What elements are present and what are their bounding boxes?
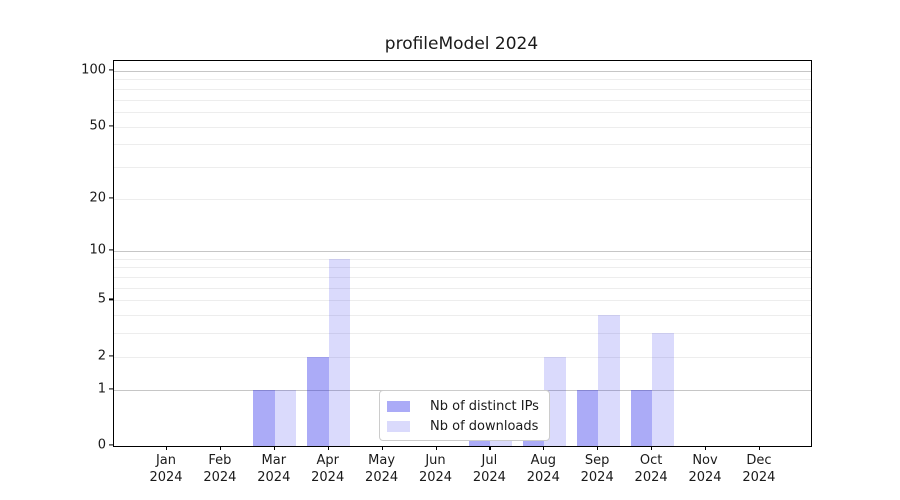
y-tick-label-100: 100 [81, 62, 106, 78]
y-tick-mark [109, 69, 113, 71]
gridline-minor [114, 166, 811, 168]
y-tick-label-50: 50 [89, 118, 106, 133]
y-tick-mark [109, 197, 113, 199]
y-tick-label-2: 2 [97, 348, 106, 364]
x-tick-label-feb: Feb 2024 [203, 453, 237, 485]
y-tick-mark [109, 355, 113, 357]
x-tick-label-may: May 2024 [365, 453, 399, 485]
legend-label-distinct-ips: Nb of distinct IPs [430, 398, 539, 414]
x-tick-label-apr: Apr 2024 [311, 453, 345, 485]
x-tick-label-oct: Oct 2024 [634, 453, 668, 485]
chart-title: profileModel 2024 [384, 34, 539, 54]
legend-swatch-distinct-ips [387, 400, 410, 412]
gridline-minor [114, 126, 811, 128]
y-tick-mark [109, 124, 113, 127]
y-tick-label-10: 10 [89, 242, 106, 258]
x-tick-mark [543, 446, 545, 451]
x-tick-label-jun: Jun 2024 [418, 453, 453, 485]
gridline-major [114, 70, 811, 72]
x-tick-mark [381, 446, 383, 451]
x-tick-label-aug: Aug 2024 [526, 453, 560, 485]
gridline-minor [114, 111, 811, 113]
bar-distinct-ips-sep [576, 389, 599, 446]
gridline-minor [114, 198, 811, 200]
legend-entry-downloads: Nb of downloads [387, 418, 539, 434]
gridline-minor [114, 277, 811, 279]
y-tick-mark [109, 249, 113, 251]
x-tick-mark [327, 446, 329, 451]
x-tick-mark [273, 446, 275, 451]
gridline-minor [114, 315, 811, 317]
x-tick-mark [705, 446, 707, 451]
gridline-minor [114, 267, 811, 269]
x-tick-mark [489, 446, 491, 451]
gridline-minor [114, 79, 811, 81]
x-tick-mark [219, 446, 222, 451]
gridline-minor [114, 258, 811, 260]
bar-distinct-ips-oct [630, 389, 653, 446]
x-tick-mark [435, 446, 437, 451]
x-tick-label-sep: Sep 2024 [580, 453, 614, 485]
x-tick-label-jul: Jul 2024 [472, 453, 506, 485]
gridline-minor [114, 356, 811, 358]
bar-downloads-mar [274, 389, 297, 446]
y-tick-mark [109, 444, 113, 446]
bar-downloads-sep [598, 315, 620, 446]
y-tick-label-20: 20 [89, 190, 106, 206]
gridline-minor [114, 333, 811, 335]
bar-distinct-ips-mar [253, 389, 275, 446]
x-tick-mark [651, 446, 653, 451]
y-tick-label-0: 0 [97, 437, 106, 453]
gridline-minor [114, 300, 811, 302]
gridline-minor [114, 88, 811, 90]
y-tick-label-1: 1 [97, 381, 106, 397]
x-tick-label-jan: Jan 2024 [149, 453, 183, 485]
gridline-minor [114, 144, 811, 146]
gridline-minor [114, 99, 811, 101]
x-tick-mark [166, 446, 168, 451]
x-tick-label-mar: Mar 2024 [257, 453, 291, 485]
y-tick-mark [109, 388, 113, 390]
gridline-minor [114, 287, 811, 289]
bar-distinct-ips-apr [307, 356, 329, 446]
bar-downloads-oct [652, 333, 674, 446]
legend-label-downloads: Nb of downloads [430, 418, 539, 434]
plot-area: Nb of distinct IPs Nb of downloads [113, 60, 812, 447]
y-tick-label-5: 5 [97, 291, 106, 307]
legend-swatch-downloads [387, 420, 410, 432]
bar-downloads-apr [328, 258, 351, 446]
legend: Nb of distinct IPs Nb of downloads [379, 390, 550, 441]
gridline-major [114, 251, 811, 253]
x-tick-label-nov: Nov 2024 [688, 453, 722, 485]
x-tick-mark [758, 446, 761, 451]
y-tick-mark [109, 298, 113, 300]
bar-layer [114, 61, 811, 446]
x-tick-mark [597, 446, 599, 451]
legend-entry-distinct-ips: Nb of distinct IPs [387, 398, 539, 414]
x-tick-label-dec: Dec 2024 [742, 453, 776, 485]
